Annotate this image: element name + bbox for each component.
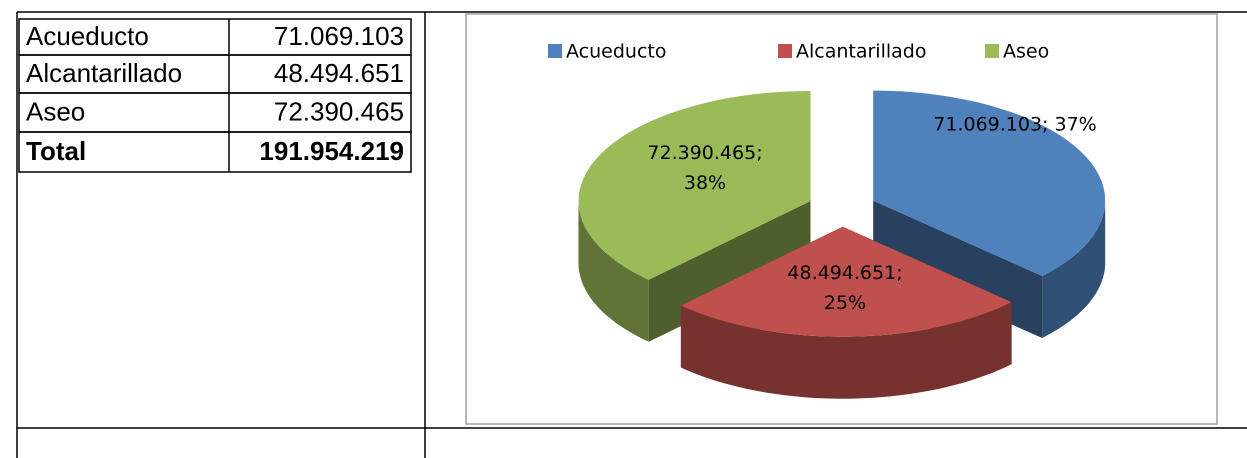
slice-wall xyxy=(1042,200,1106,338)
data-label: 48.494.651; 25% xyxy=(787,262,902,314)
slice-top xyxy=(680,226,1012,337)
data-label: 71.069.103; 37% xyxy=(933,114,1096,136)
legend-swatch xyxy=(548,44,562,58)
slice-top xyxy=(873,90,1106,276)
legend-label: Alcantarillado xyxy=(796,41,926,63)
cell-value: 191.954.219 xyxy=(259,136,404,166)
slice-top xyxy=(578,91,811,280)
cell-label: Alcantarillado xyxy=(26,58,182,88)
chart-frame xyxy=(465,13,1218,425)
table-row xyxy=(18,131,412,173)
data-label: 72.390.465; 38% xyxy=(647,142,762,194)
pie-chart: 71.069.103; 37% 48.494.651; 25% 72.390.465;… xyxy=(548,41,1106,399)
cell-value: 72.390.465 xyxy=(274,96,404,126)
cell-value: 71.069.103 xyxy=(274,21,404,51)
legend-swatch xyxy=(778,44,792,58)
legend-label: Acueducto xyxy=(566,41,666,63)
cell-label: Aseo xyxy=(26,96,85,126)
outer-table xyxy=(16,11,1247,458)
cell-value: 48.494.651 xyxy=(274,58,404,88)
data-table: Acueducto 71.069.103 Alcantarillado 48.494.… xyxy=(18,18,412,173)
legend-swatch xyxy=(985,44,999,58)
slice-wall xyxy=(680,302,1012,399)
cell-label: Total xyxy=(26,136,86,166)
slice-wall xyxy=(578,201,649,342)
cell-label: Acueducto xyxy=(26,21,149,51)
legend-label: Aseo xyxy=(1003,41,1049,63)
pie-slice xyxy=(680,226,1012,399)
